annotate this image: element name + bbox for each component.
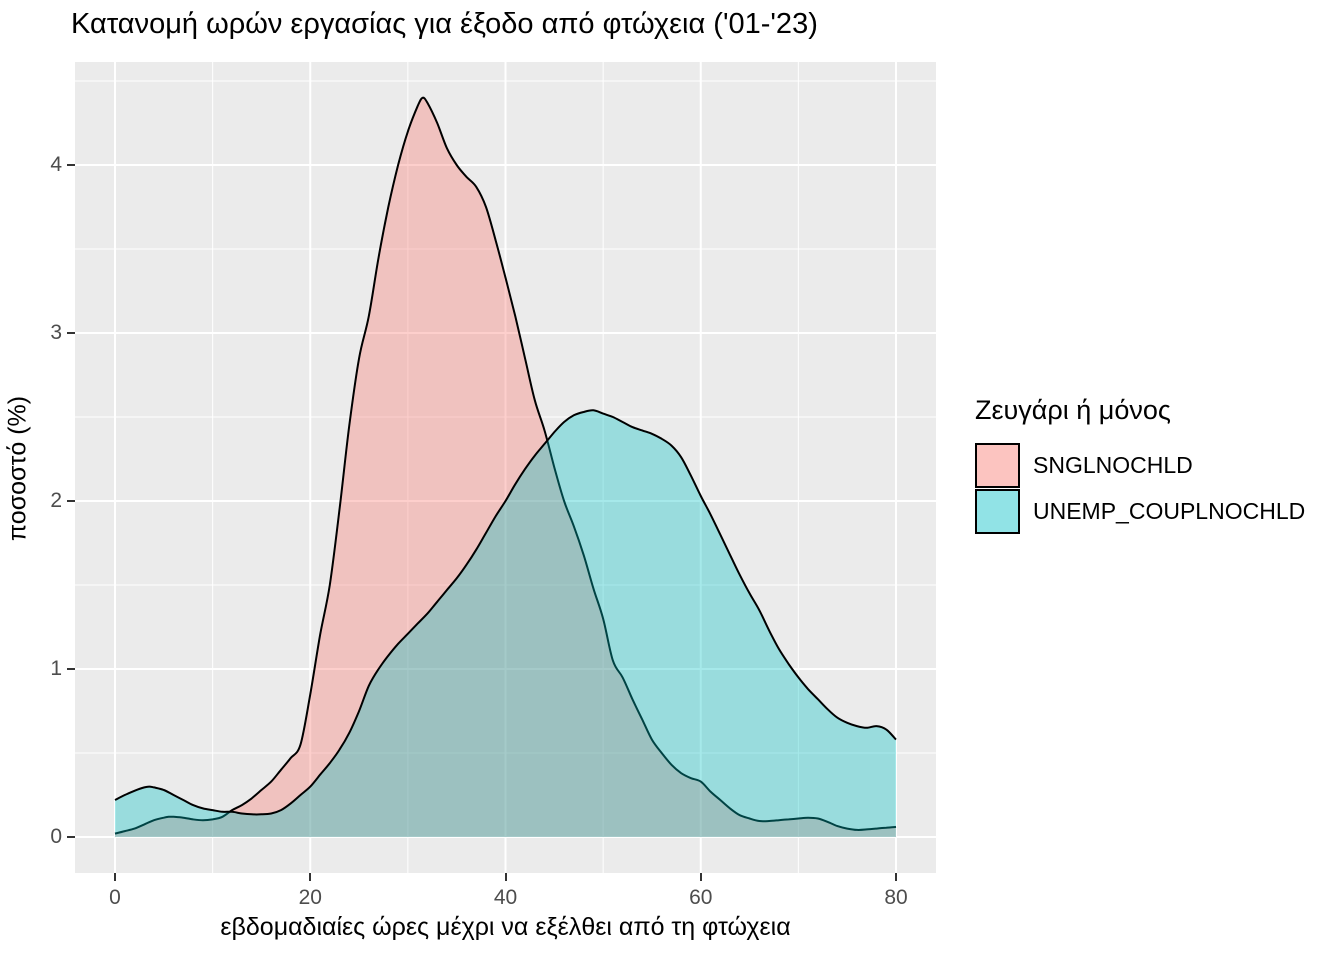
- gridlines: [75, 62, 936, 873]
- y-tick-label: 2: [50, 489, 62, 512]
- y-tick-label: 0: [50, 825, 62, 848]
- legend-items: SNGLNOCHLD UNEMP_COUPLNOCHLD: [975, 442, 1305, 534]
- legend-item-unemp-couplnochld: UNEMP_COUPLNOCHLD: [975, 488, 1305, 534]
- density-area-unemp-couplnochld: [115, 410, 896, 837]
- chart-canvas: [75, 62, 936, 873]
- x-axis-title: εβδομαδιαίες ώρες μέχρι να εξέλθει από τ…: [220, 913, 791, 941]
- legend-label-unemp-couplnochld: UNEMP_COUPLNOCHLD: [1033, 497, 1306, 524]
- legend-swatch-unemp-couplnochld: [975, 488, 1020, 534]
- y-tick-label: 3: [50, 321, 62, 344]
- y-tick-mark: [67, 500, 75, 502]
- y-tick-mark: [67, 836, 75, 838]
- x-tick-label: 60: [689, 886, 713, 909]
- y-tick-mark: [67, 668, 75, 670]
- plot-title: Κατανομή ωρών εργασίας για έξοδο από φτώ…: [71, 8, 818, 40]
- x-tick-mark: [895, 873, 897, 881]
- x-tick-mark: [309, 873, 312, 881]
- legend-item-snglnochld: SNGLNOCHLD: [975, 442, 1305, 488]
- density-outline-snglnochld: [114, 96, 897, 835]
- x-tick-label: 80: [884, 886, 908, 909]
- density-area-snglnochld: [115, 97, 896, 837]
- y-tick-label: 4: [50, 153, 62, 176]
- x-tick-mark: [504, 873, 507, 881]
- y-tick-mark: [67, 164, 75, 166]
- x-tick-mark: [114, 873, 116, 881]
- legend-title: Ζευγάρι ή μόνος: [975, 395, 1171, 425]
- x-tick-label: 0: [109, 886, 121, 909]
- x-tick-label: 20: [298, 886, 322, 909]
- legend: Ζευγάρι ή μόνος SNGLNOCHLD UNEMP_COUPLNOC…: [975, 395, 1306, 534]
- legend-label-snglnochld: SNGLNOCHLD: [1033, 451, 1193, 478]
- legend-swatch-snglnochld: [975, 442, 1020, 488]
- y-tick-label: 1: [50, 657, 62, 680]
- density-outline-unemp-couplnochld: [114, 409, 897, 816]
- y-tick-mark: [67, 332, 75, 334]
- plot-panel: [75, 62, 936, 873]
- x-tick-label: 40: [493, 886, 518, 909]
- y-axis-title: ποσοστό (%): [3, 395, 32, 542]
- x-tick-mark: [699, 873, 702, 881]
